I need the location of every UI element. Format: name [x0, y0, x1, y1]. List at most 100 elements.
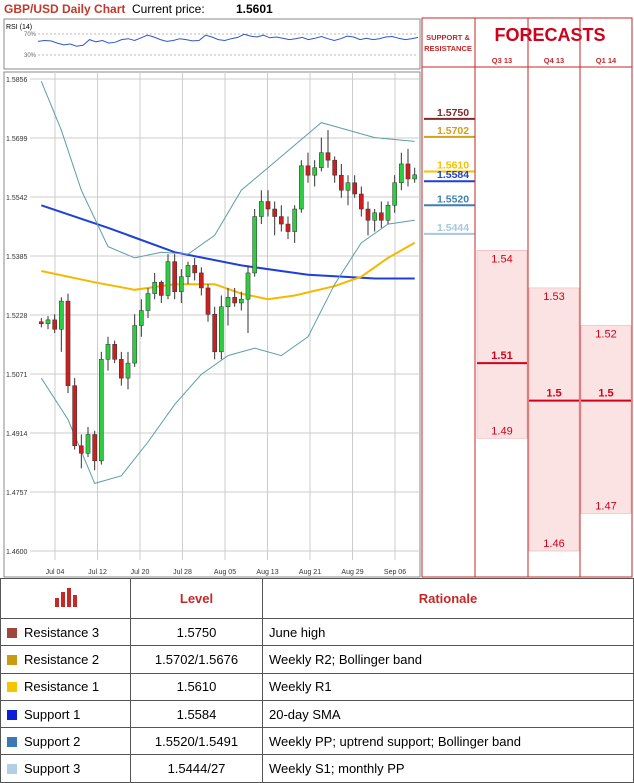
candle-body	[285, 223, 291, 232]
x-tick-label: Sep 06	[384, 569, 406, 576]
level-name-cell: Support 1	[0, 699, 131, 729]
table-row: Resistance 1 1.5610 Weekly R1	[0, 672, 634, 701]
candle-body	[265, 201, 271, 210]
table-row: Support 3 1.5444/27 Weekly S1; monthly PP	[0, 754, 634, 783]
y-tick-label: 1.4914	[6, 431, 28, 438]
candle-body	[165, 261, 171, 296]
rsi-tick-30: 30%	[24, 53, 37, 59]
level-name: Resistance 3	[24, 624, 100, 640]
sr-frame	[421, 17, 476, 578]
chart-area: RSI (14) 70% 30% 1.5856 1.5699 1.5542 1.538…	[3, 17, 633, 578]
candle-body	[92, 434, 97, 462]
candle-body	[252, 216, 257, 274]
fc-low-value: 1.49	[491, 425, 512, 437]
candle-body	[279, 216, 284, 225]
rationale-header: Rationale	[262, 578, 634, 619]
candle-body	[85, 434, 91, 454]
level-name: Resistance 2	[24, 651, 100, 667]
fc-high-value: 1.52	[595, 329, 616, 341]
candle-body	[399, 163, 404, 183]
x-tick-label: Jul 28	[173, 569, 192, 576]
candle-body	[105, 344, 111, 360]
level-value: 1.5750	[130, 617, 263, 647]
fc-range-band	[476, 250, 528, 439]
fc-high-value: 1.53	[543, 291, 564, 303]
level-value: 1.5702/1.5676	[130, 645, 263, 674]
indicator-lines	[40, 81, 416, 485]
chart-header: GBP/USD Daily Chart Current price: 1.560…	[0, 0, 420, 18]
candle-body	[325, 152, 331, 161]
support-resistance-panel: SUPPORT & RESISTANCE 1.57501.57021.56101…	[421, 17, 476, 578]
y-tick-label: 1.5542	[6, 195, 28, 202]
candle-body	[112, 344, 117, 360]
candle-body	[392, 182, 397, 206]
y-tick-label: 1.5385	[6, 254, 28, 261]
candle-body	[219, 306, 224, 353]
candle-body	[412, 174, 417, 180]
price-frame	[3, 71, 421, 578]
candle-body	[385, 205, 391, 221]
current-price-value: 1.5601	[236, 2, 273, 16]
current-price-label: Current price:	[132, 2, 205, 16]
candle-body	[212, 313, 217, 353]
candle-body	[159, 282, 164, 296]
candle-body	[72, 385, 77, 447]
y-tick-labels: 1.5856 1.5699 1.5542 1.5385 1.5228 1.5071 1.49…	[6, 77, 28, 556]
sr-level-label: 1.5750	[437, 107, 469, 119]
candle-body	[259, 201, 264, 217]
x-tick-label: Aug 13	[256, 569, 278, 576]
y-tick-label: 1.5071	[6, 372, 28, 379]
level-rationale: Weekly R1	[262, 672, 634, 701]
indicator-line-3	[40, 219, 415, 485]
level-name-cell: Resistance 3	[0, 617, 131, 647]
candle-body	[345, 182, 351, 191]
table-icon-cell	[0, 578, 131, 619]
candle-body	[79, 445, 84, 454]
sr-level-label: 1.5702	[437, 125, 469, 137]
x-tick-labels: Jul 04 Jul 12 Jul 20 Jul 28 Aug 05 Aug 13 Aug …	[46, 569, 407, 576]
candle-body	[52, 319, 57, 330]
fc-col-label: Q1 14	[596, 56, 617, 65]
candle-body	[405, 163, 411, 180]
level-rationale: 20-day SMA	[262, 699, 634, 729]
sr-level-label: 1.5444	[437, 222, 469, 234]
candle-body	[225, 297, 231, 307]
rsi-label: RSI (14)	[6, 24, 32, 31]
candle-body	[145, 293, 151, 311]
sr-level-label: 1.5520	[437, 193, 469, 205]
level-name: Support 3	[24, 761, 81, 777]
x-tick-label: Aug 21	[299, 569, 321, 576]
candle-body	[365, 208, 371, 221]
level-swatch	[7, 764, 17, 775]
y-tick-label: 1.4600	[6, 549, 28, 556]
x-tick-label: Jul 20	[131, 569, 150, 576]
level-header: Level	[130, 578, 263, 619]
fc-range-band	[580, 325, 632, 514]
level-rationale: Weekly PP; uptrend support; Bollinger ba…	[262, 727, 634, 756]
price-panel: 1.5856 1.5699 1.5542 1.5385 1.5228 1.5071 1.49…	[3, 71, 421, 578]
candle-body	[172, 261, 177, 292]
chart-title: GBP/USD Daily Chart	[4, 2, 126, 16]
candle-body	[332, 159, 337, 176]
candle-body	[139, 310, 144, 326]
table-row: Resistance 2 1.5702/1.5676 Weekly R2; Boll…	[0, 645, 634, 674]
table-row: Support 1 1.5584 20-day SMA	[0, 699, 634, 729]
candle-body	[132, 325, 137, 364]
level-name: Support 2	[24, 733, 81, 749]
rsi-tick-70: 70%	[24, 32, 37, 38]
candle-body	[379, 212, 384, 221]
level-swatch	[7, 682, 17, 693]
table-header-row: Level Rationale	[0, 578, 634, 619]
table-row: Resistance 3 1.5750 June high	[0, 617, 634, 647]
candle-body	[312, 167, 317, 176]
fc-col-label: Q3 13	[492, 56, 512, 65]
level-value: 1.5520/1.5491	[130, 727, 263, 756]
candle-body	[119, 359, 124, 379]
level-rationale: Weekly R2; Bollinger band	[262, 645, 634, 674]
candle-body	[99, 359, 104, 462]
candle-body	[65, 300, 71, 386]
candles	[39, 130, 417, 471]
candle-body	[39, 321, 44, 324]
level-value: 1.5444/27	[130, 754, 263, 783]
fc-mid-value: 1.51	[491, 350, 512, 362]
